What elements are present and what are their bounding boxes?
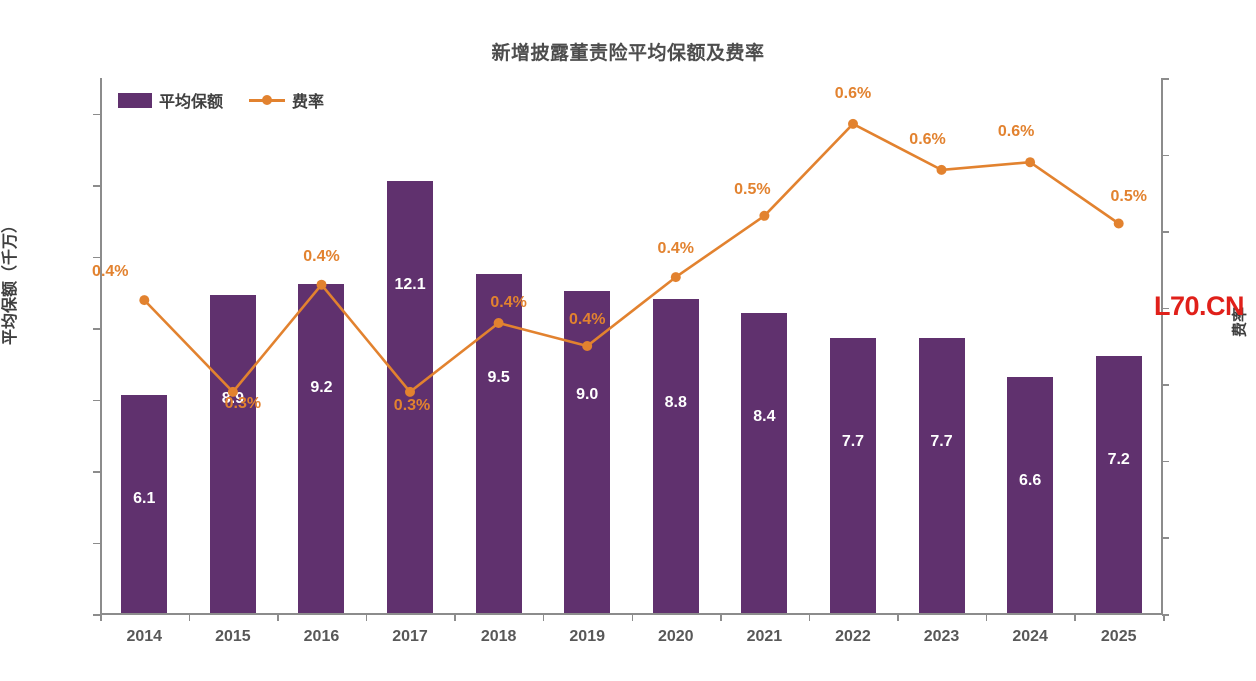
bar[interactable]: 8.8 <box>652 298 699 613</box>
bar[interactable]: 6.6 <box>1007 377 1054 613</box>
x-axis-tick-label: 2018 <box>480 628 517 645</box>
y-axis-title-right: 费率 <box>1231 306 1249 338</box>
line-marker[interactable] <box>316 279 327 290</box>
x-axis-tick <box>1163 614 1165 621</box>
line-marker-icon <box>249 93 286 107</box>
bar[interactable]: 8.4 <box>741 312 788 613</box>
x-axis-spine <box>100 613 1163 615</box>
x-axis-tick <box>985 614 988 621</box>
x-axis-tick-label: 2023 <box>923 628 960 645</box>
y-axis-right-tick <box>1162 537 1169 539</box>
y-axis-left-tick <box>93 113 100 116</box>
x-axis-tick-label: 2016 <box>303 628 340 645</box>
x-axis-tick <box>1074 614 1076 621</box>
y-axis-left-tick <box>93 471 100 473</box>
legend-item-label: 平均保额 <box>159 94 224 111</box>
line-marker[interactable] <box>227 386 238 397</box>
x-axis-tick <box>808 614 811 621</box>
y-axis-right-tick <box>1162 154 1169 157</box>
x-axis-tick <box>100 614 102 621</box>
x-axis-tick <box>188 614 191 621</box>
legend-item-label: 费率 <box>292 94 325 111</box>
line-marker[interactable] <box>1113 218 1124 229</box>
plot-inner: 0.02.04.06.08.010.012.014.0 0.0%0.1%0.2%… <box>92 78 1169 645</box>
y-axis-right-tick <box>1162 460 1169 463</box>
x-axis-tick <box>897 614 899 621</box>
bar-swatch-icon <box>118 92 152 108</box>
page-title: 新增披露董责险平均保额及费率 <box>491 43 765 64</box>
bar[interactable]: 6.1 <box>121 395 168 613</box>
y-axis-left-tick <box>93 256 100 259</box>
bar[interactable]: 7.7 <box>829 337 876 613</box>
x-axis-tick-label: 2017 <box>392 628 428 645</box>
bar[interactable]: 9.2 <box>298 284 345 613</box>
y-axis-right-tick <box>1162 307 1169 310</box>
y-axis-right-tick <box>1162 384 1169 386</box>
legend-item-line[interactable]: 费率 <box>249 88 324 112</box>
y-axis-left-tick <box>93 542 100 545</box>
y-axis-right-tick <box>1162 614 1169 616</box>
x-axis-tick <box>720 614 722 621</box>
y-axis-title-left: 平均保额（千万） <box>2 216 19 346</box>
legend-item-bar[interactable]: 平均保额 <box>118 88 223 112</box>
rate-line <box>142 122 1121 394</box>
x-axis-tick <box>542 614 545 621</box>
x-axis-tick-label: 2025 <box>1100 628 1137 645</box>
x-axis-tick-label: 2021 <box>746 628 783 645</box>
x-axis-tick <box>631 614 633 621</box>
y-axis-left-tick <box>93 614 100 616</box>
line-marker[interactable] <box>759 210 770 221</box>
rate-line-markers <box>139 118 1124 397</box>
x-axis-tick-label: 2014 <box>126 628 163 645</box>
y-axis-right-tick <box>1162 231 1169 233</box>
line-marker[interactable] <box>670 272 681 283</box>
y-axis-left-tick <box>93 185 100 187</box>
line-marker[interactable] <box>405 386 415 397</box>
x-axis-tick <box>454 614 456 621</box>
line-marker[interactable] <box>139 295 150 306</box>
x-axis-tick <box>365 614 368 621</box>
line-marker[interactable] <box>582 341 593 351</box>
legend: 平均保额 费率 <box>118 88 324 112</box>
x-axis-tick-label: 2015 <box>215 628 251 645</box>
line-marker[interactable] <box>493 318 504 328</box>
x-axis-tick-label: 2020 <box>657 628 694 645</box>
x-axis-tick-label: 2024 <box>1012 628 1048 645</box>
x-axis-tick-label: 2022 <box>835 628 871 645</box>
x-axis-tick-label: 2019 <box>569 628 605 645</box>
line-series <box>139 118 1124 397</box>
line-marker[interactable] <box>848 118 858 129</box>
y-axis-right-tick <box>1162 78 1169 80</box>
line-marker[interactable] <box>1025 157 1036 168</box>
bar[interactable]: 7.2 <box>1095 355 1142 613</box>
line-marker[interactable] <box>936 164 947 175</box>
plot-area: 0.02.04.06.08.010.012.014.0 0.0%0.1%0.2%… <box>92 78 1169 645</box>
x-axis-tick <box>277 614 279 621</box>
y-axis-left-tick <box>93 399 100 402</box>
bar[interactable]: 9.5 <box>475 273 522 613</box>
y-axis-left-tick <box>93 328 100 330</box>
y-axis-left-spine <box>100 78 102 614</box>
y-axis-right-spine <box>1161 78 1163 614</box>
